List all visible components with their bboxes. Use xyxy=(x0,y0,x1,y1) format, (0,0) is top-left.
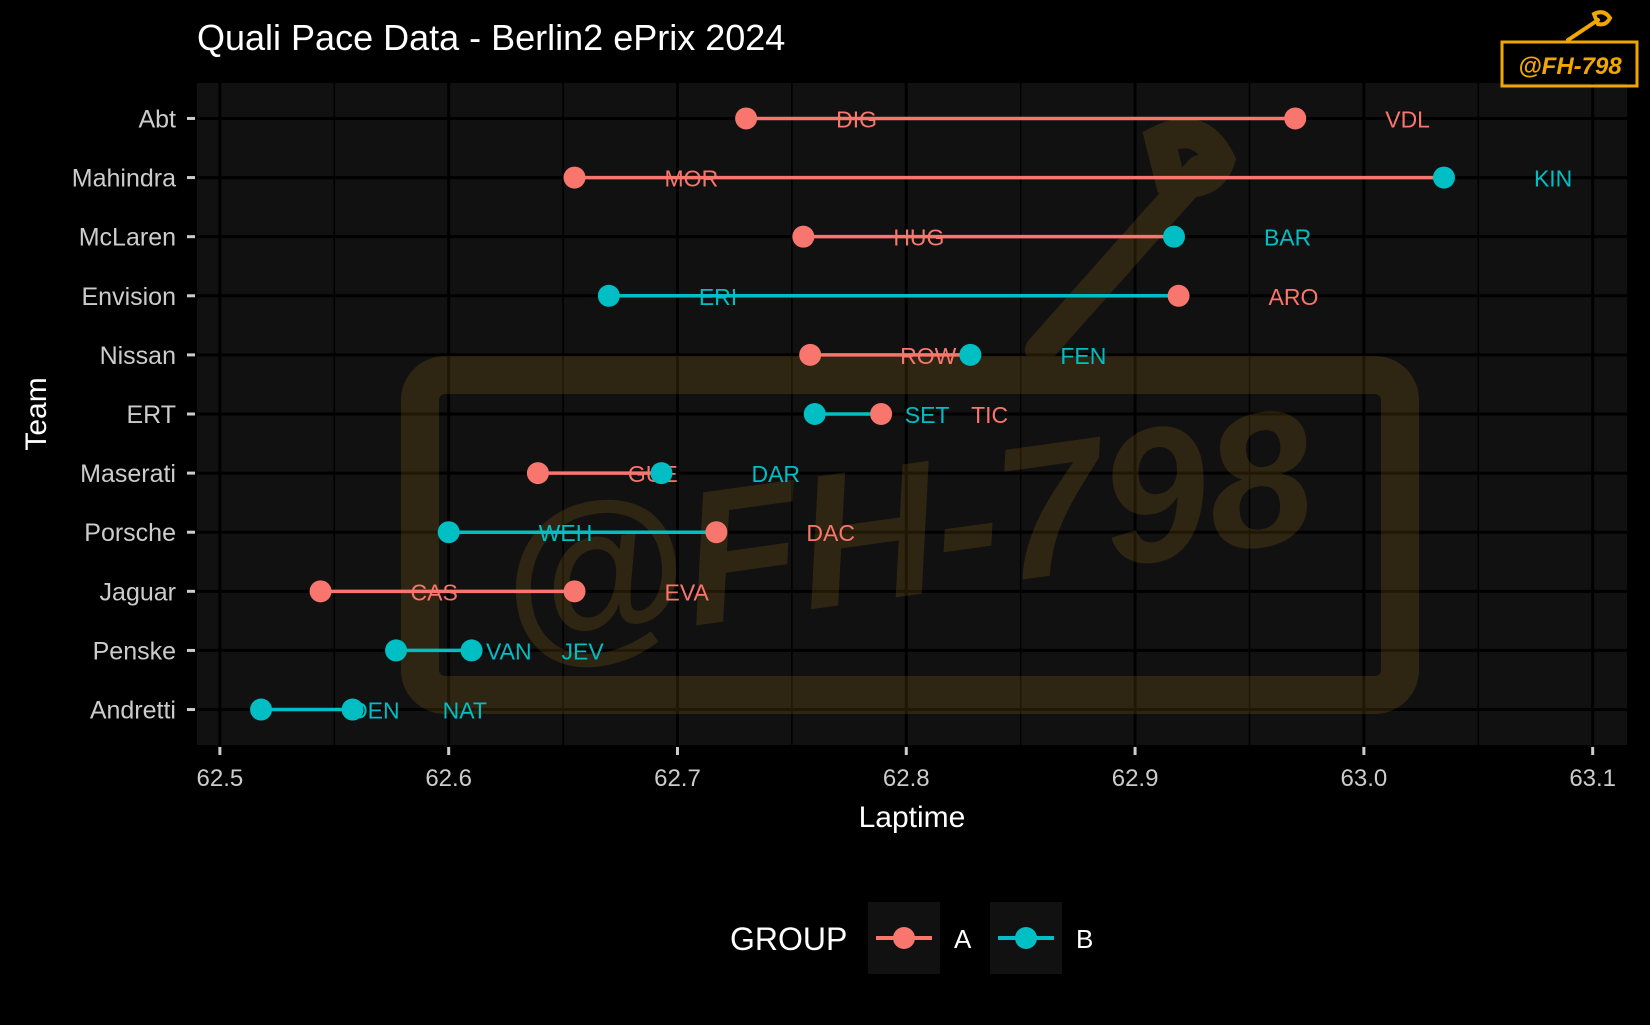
point-tic xyxy=(870,403,893,425)
point-cas xyxy=(309,580,332,603)
row-maserati: GUEDAR xyxy=(526,461,800,487)
driver-label-vdl: VDL xyxy=(1385,106,1430,132)
x-tick-label-62-9: 62.9 xyxy=(1112,765,1159,792)
driver-label-weh: WEH xyxy=(539,520,593,546)
row-jaguar: CAS EVA xyxy=(309,579,710,605)
point-vdl xyxy=(1284,107,1307,130)
point-eri xyxy=(597,284,620,307)
row-penske: VAN JEV xyxy=(385,638,604,664)
logo-text: @FH-798 xyxy=(1518,53,1622,80)
legend-item-a: A xyxy=(868,902,972,974)
y-tick-label-maserati: Maserati xyxy=(80,460,176,488)
x-tick-label-62-8: 62.8 xyxy=(883,765,930,792)
point-eva xyxy=(563,580,586,603)
x-axis-title: Laptime xyxy=(859,801,966,834)
legend-title: GROUP xyxy=(730,921,847,957)
grid-layer xyxy=(197,83,1627,745)
axis-layer: 62.5 62.6 62.7 62.8 62.9 63.0 63.1 Abt Mahindra M… xyxy=(72,105,1616,792)
driver-label-nat: NAT xyxy=(443,698,487,724)
driver-label-aro: ARO xyxy=(1269,284,1319,310)
driver-label-fen: FEN xyxy=(1060,343,1106,369)
y-tick-label-mahindra: Mahindra xyxy=(72,165,176,193)
y-tick-label-envision: Envision xyxy=(82,283,177,311)
y-tick-label-porsche: Porsche xyxy=(84,519,176,547)
driver-label-van: VAN xyxy=(486,638,532,664)
y-tick-label-andretti: Andretti xyxy=(90,697,176,725)
x-tick-label-62-5: 62.5 xyxy=(197,765,244,792)
y-tick-label-ert: ERT xyxy=(126,401,176,429)
point-mor xyxy=(563,166,586,189)
driver-label-hug: HUG xyxy=(893,225,944,251)
logo-badge: @FH-798 xyxy=(1500,10,1639,88)
y-tick-label-jaguar: Jaguar xyxy=(100,578,176,606)
point-row xyxy=(799,343,822,366)
marks-layer: DIG VDL MOR KIN HUG BAR ERI ARO ROW FEN SET TIC GUED… xyxy=(250,106,1572,724)
row-ert: SET TIC xyxy=(803,402,1008,428)
row-envision: ERI ARO xyxy=(597,284,1319,310)
point-den xyxy=(250,698,273,721)
row-porsche: WEH DAC xyxy=(437,520,855,546)
driver-label-jev: JEV xyxy=(562,638,605,664)
x-tick-label-63-0: 63.0 xyxy=(1341,765,1388,792)
point-aro xyxy=(1167,284,1190,307)
row-andretti: DEN NAT xyxy=(250,698,487,724)
y-axis-title: Team xyxy=(20,377,53,450)
x-tick-label-63-1: 63.1 xyxy=(1569,765,1616,792)
y-tick-label-penske: Penske xyxy=(93,637,176,665)
driver-label-mor: MOR xyxy=(665,166,719,192)
y-tick-label-abt: Abt xyxy=(138,105,176,133)
row-abt: DIG VDL xyxy=(735,106,1430,132)
point-van xyxy=(385,639,408,662)
legend-item-b: B xyxy=(990,902,1093,974)
chart-title: Quali Pace Data - Berlin2 ePrix 2024 xyxy=(197,17,785,58)
row-nissan: ROW FEN xyxy=(799,343,1106,369)
driver-label-cas: CAS xyxy=(411,579,458,605)
point-set xyxy=(803,403,826,425)
x-tick-label-62-6: 62.6 xyxy=(425,765,472,792)
x-tick-label-62-7: 62.7 xyxy=(654,765,701,792)
driver-label-tic: TIC xyxy=(971,402,1008,428)
point-dac xyxy=(705,521,728,544)
point-nat xyxy=(341,698,364,721)
driver-label-row: ROW xyxy=(900,343,957,369)
point-gue xyxy=(526,462,549,485)
driver-label-eri: ERI xyxy=(699,284,737,310)
driver-label-kin: KIN xyxy=(1534,166,1572,192)
driver-label-set: SET xyxy=(905,402,950,428)
driver-label-eva: EVA xyxy=(665,579,710,605)
y-tick-label-nissan: Nissan xyxy=(100,342,176,370)
driver-label-dig: DIG xyxy=(836,106,877,132)
legend-label-a: A xyxy=(954,924,972,954)
row-mclaren: HUG BAR xyxy=(792,225,1311,251)
legend: GROUP A B xyxy=(730,902,1093,974)
legend-key-b-dot xyxy=(1015,927,1037,949)
point-kin xyxy=(1432,166,1455,189)
legend-key-a-dot xyxy=(893,927,915,949)
legend-label-b: B xyxy=(1076,924,1093,954)
point-bar xyxy=(1162,225,1185,248)
y-tick-label-mclaren: McLaren xyxy=(79,224,176,252)
row-mahindra: MOR KIN xyxy=(563,166,1572,192)
point-hug xyxy=(792,225,815,248)
point-jev xyxy=(460,639,483,662)
point-weh xyxy=(437,521,460,544)
driver-label-dar: DAR xyxy=(751,461,800,487)
point-fen xyxy=(959,343,982,366)
point-dar xyxy=(650,462,673,485)
driver-label-bar: BAR xyxy=(1264,225,1311,251)
driver-label-dac: DAC xyxy=(806,520,855,546)
point-dig xyxy=(735,107,758,130)
